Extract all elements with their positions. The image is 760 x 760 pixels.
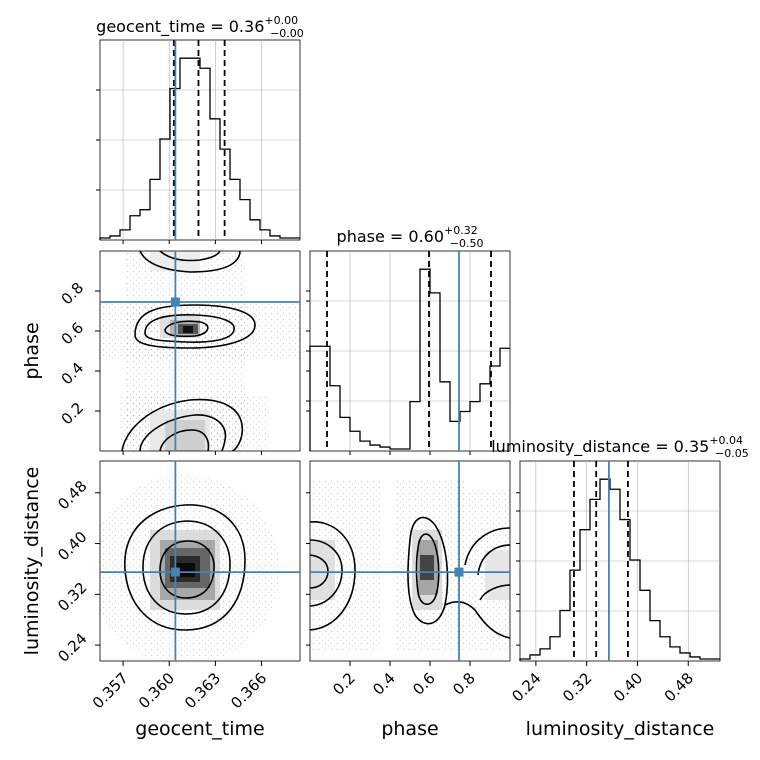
tick-label: 0.2 — [58, 399, 88, 429]
panel-2d-geocent-time-phase — [100, 251, 300, 451]
injection-marker — [170, 567, 180, 577]
histogram-step — [519, 478, 720, 661]
xlabel-phase: phase — [381, 718, 438, 740]
tick-label: 0.32 — [559, 669, 595, 705]
tick-label: 0.32 — [54, 579, 90, 615]
histogram-step — [99, 57, 300, 240]
tick-label: 0.357 — [89, 669, 132, 712]
injection-lines — [100, 251, 510, 661]
ylabel-phase: phase — [21, 322, 43, 379]
panel-2d-phase-luminosity-distance — [310, 461, 510, 661]
title-luminosity-distance: luminosity_distance = 0.35+0.04 −0.05 — [491, 434, 749, 460]
tick-label: 0.6 — [409, 669, 439, 699]
title-geocent-time: geocent_time = 0.36+0.00 −0.00 — [96, 14, 304, 40]
panel-hist-phase — [306, 250, 511, 452]
panel-hist-geocent-time — [96, 39, 301, 241]
tick-label: 0.6 — [58, 319, 88, 349]
tick-label: 0.48 — [54, 477, 90, 513]
tick-label: 0.366 — [227, 669, 270, 712]
panel-hist-luminosity-distance — [516, 460, 721, 662]
contour-lines — [121, 251, 256, 451]
title-phase: phase = 0.60+0.32 −0.50 — [337, 224, 484, 250]
tick-label: 0.363 — [181, 669, 224, 712]
injection-marker — [170, 297, 180, 307]
ylabel-luminosity-distance: luminosity_distance — [21, 467, 43, 656]
injection-marker — [454, 567, 464, 577]
tick-label: 0.8 — [58, 279, 88, 309]
histogram-step — [309, 268, 510, 451]
tick-label: 0.24 — [54, 629, 90, 665]
tick-label: 0.8 — [449, 669, 479, 699]
contour-lines — [310, 516, 510, 639]
tick-label: 0.4 — [369, 669, 399, 699]
tick-label: 0.360 — [135, 669, 178, 712]
tick-label: 0.2 — [329, 669, 359, 699]
density-blocks — [310, 530, 510, 610]
panel-2d-geocent-time-luminosity-distance — [100, 461, 300, 661]
axis-names: geocent_time phase luminosity_distance p… — [21, 322, 714, 740]
tick-label: 0.24 — [508, 669, 544, 705]
tick-label: 0.40 — [610, 669, 646, 705]
xlabel-geocent-time: geocent_time — [135, 718, 264, 740]
titles: geocent_time = 0.36+0.00 −0.00 phase = 0.… — [96, 14, 749, 460]
tick-label: 0.40 — [54, 528, 90, 564]
xlabel-luminosity-distance: luminosity_distance — [526, 718, 715, 740]
tick-label: 0.48 — [661, 669, 697, 705]
tick-label: 0.4 — [58, 359, 88, 389]
density-blocks — [150, 530, 220, 610]
